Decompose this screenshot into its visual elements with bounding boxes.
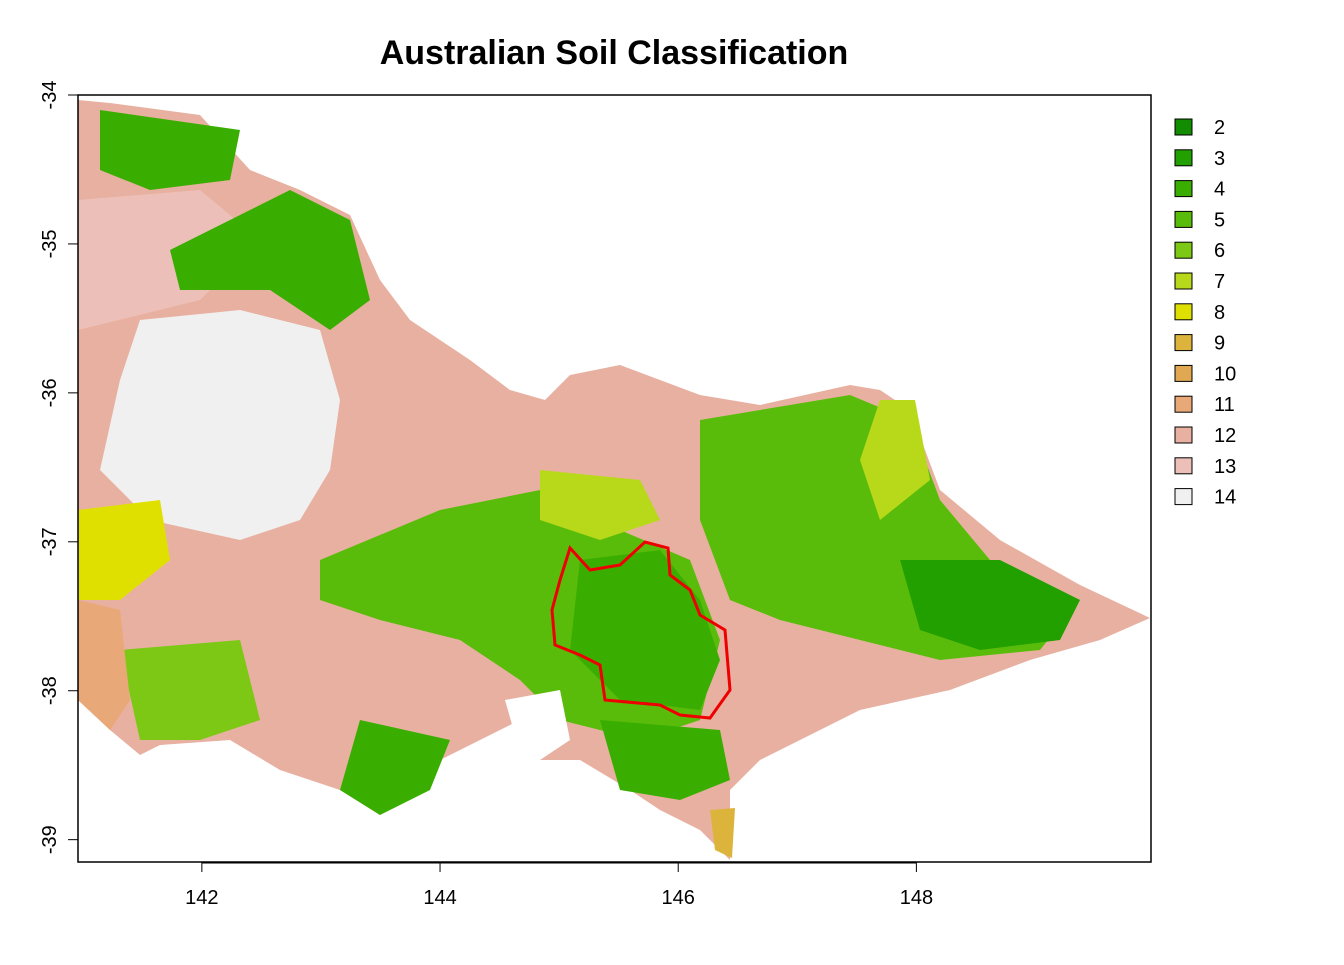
- soil-7-area: [860, 400, 930, 520]
- x-tick-label: 142: [185, 887, 218, 909]
- legend-label: 11: [1214, 394, 1235, 416]
- legend-label: 3: [1214, 148, 1225, 170]
- map-title: Australian Soil Classification: [380, 34, 849, 72]
- soil-7-area: [540, 470, 660, 540]
- soil-4-area: [570, 550, 720, 710]
- plot-frame: [77, 94, 1152, 863]
- soil-4-area: [100, 110, 240, 190]
- y-tick-label: -35: [39, 229, 61, 258]
- bay: [505, 690, 570, 760]
- soil-11-area: [78, 600, 130, 730]
- soil-13-area: [78, 190, 260, 330]
- y-tick-label: -34: [39, 81, 61, 110]
- legend-swatch: [1174, 426, 1193, 444]
- soil-8-area: [78, 500, 170, 600]
- legend-swatch: [1174, 272, 1193, 290]
- legend-swatch: [1174, 241, 1193, 259]
- legend-swatch: [1174, 210, 1193, 228]
- legend-swatch: [1174, 180, 1193, 198]
- y-tick-label: -38: [39, 676, 61, 705]
- soil-9-area: [710, 808, 735, 858]
- legend-swatch: [1174, 457, 1193, 475]
- x-tick-label: 144: [423, 887, 456, 909]
- soil-3-area: [900, 560, 1080, 650]
- soil-6-area: [120, 640, 260, 740]
- soil-4-area: [340, 720, 450, 815]
- legend-label: 8: [1214, 302, 1225, 324]
- legend-swatch: [1174, 334, 1193, 352]
- legend: 2 3 4 5 6 7 8 9 10 11 12 13 14: [1174, 117, 1236, 509]
- legend-swatch: [1174, 488, 1193, 506]
- legend-label: 4: [1214, 179, 1225, 201]
- legend-swatch: [1174, 395, 1193, 413]
- legend-swatch: [1174, 149, 1193, 167]
- legend-label: 6: [1214, 240, 1225, 262]
- legend-label: 2: [1214, 117, 1225, 139]
- soil-14-area: [100, 310, 340, 540]
- legend-label: 10: [1214, 363, 1236, 385]
- legend-swatch: [1174, 303, 1193, 321]
- axes: 142 144 146 148 -34 -35 -36 -37 -38 -39: [39, 81, 933, 909]
- soil-4-area: [600, 720, 730, 800]
- legend-label: 13: [1214, 456, 1236, 478]
- soil-4-area: [170, 190, 370, 330]
- y-tick-label: -36: [39, 378, 61, 407]
- x-tick-label: 148: [900, 887, 933, 909]
- legend-label: 14: [1214, 487, 1236, 509]
- legend-swatch: [1174, 118, 1193, 136]
- y-tick-label: -39: [39, 825, 61, 854]
- legend-label: 9: [1214, 333, 1225, 355]
- legend-label: 5: [1214, 209, 1225, 231]
- map-regions: [78, 100, 1150, 860]
- catchment-boundary: [550, 540, 732, 720]
- legend-label: 12: [1214, 425, 1236, 447]
- y-tick-label: -37: [39, 527, 61, 556]
- x-tick-label: 146: [662, 887, 695, 909]
- legend-swatch: [1174, 364, 1193, 382]
- legend-label: 7: [1214, 271, 1225, 293]
